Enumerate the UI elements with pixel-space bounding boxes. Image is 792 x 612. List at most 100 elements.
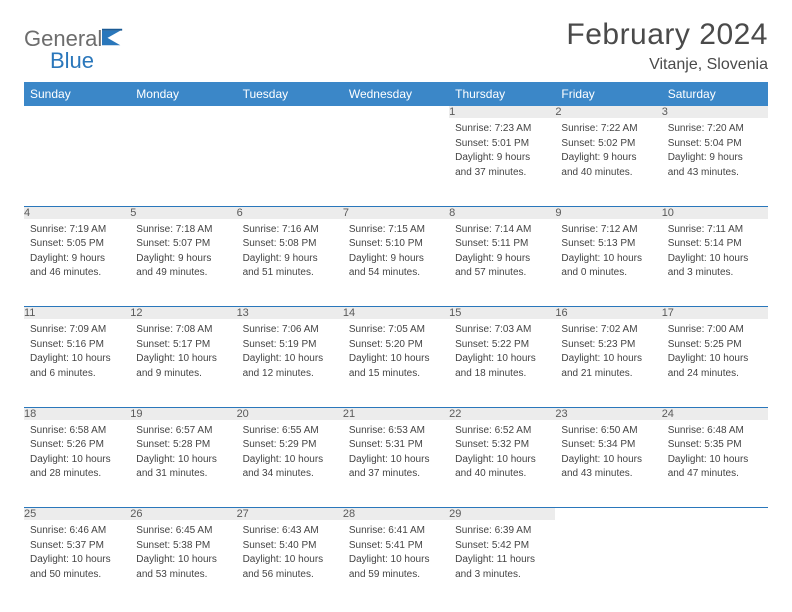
daylight-text: Daylight: 9 hours — [561, 151, 655, 165]
daylight-text: and 56 minutes. — [243, 568, 337, 582]
sunset-text: Sunset: 5:25 PM — [668, 338, 762, 352]
daylight-text: and 9 minutes. — [136, 367, 230, 381]
daylight-text: Daylight: 9 hours — [455, 252, 549, 266]
day-cell: Sunrise: 7:03 AMSunset: 5:22 PMDaylight:… — [449, 319, 555, 407]
daylight-text: Daylight: 10 hours — [136, 553, 230, 567]
daylight-text: and 3 minutes. — [455, 568, 549, 582]
daynum-row: 123 — [24, 106, 768, 118]
daylight-text: Daylight: 9 hours — [136, 252, 230, 266]
weekday-header: Monday — [130, 82, 236, 106]
sunset-text: Sunset: 5:42 PM — [455, 539, 549, 553]
daynum-row: 11121314151617 — [24, 307, 768, 320]
sunrise-text: Sunrise: 7:03 AM — [455, 323, 549, 337]
day-cell — [130, 118, 236, 206]
sunrise-text: Sunrise: 6:53 AM — [349, 424, 443, 438]
daylight-text: and 43 minutes. — [561, 467, 655, 481]
month-title: February 2024 — [566, 18, 768, 52]
sunset-text: Sunset: 5:32 PM — [455, 438, 549, 452]
day-number: 20 — [237, 407, 343, 420]
day-number: 7 — [343, 206, 449, 219]
day-number: 19 — [130, 407, 236, 420]
day-number: 2 — [555, 106, 661, 118]
weekday-header: Wednesday — [343, 82, 449, 106]
day-cell: Sunrise: 7:23 AMSunset: 5:01 PMDaylight:… — [449, 118, 555, 206]
daylight-text: Daylight: 9 hours — [243, 252, 337, 266]
day-cell: Sunrise: 6:43 AMSunset: 5:40 PMDaylight:… — [237, 520, 343, 608]
day-cell: Sunrise: 7:06 AMSunset: 5:19 PMDaylight:… — [237, 319, 343, 407]
day-cell: Sunrise: 7:09 AMSunset: 5:16 PMDaylight:… — [24, 319, 130, 407]
day-number: 26 — [130, 508, 236, 521]
sunset-text: Sunset: 5:31 PM — [349, 438, 443, 452]
day-cell: Sunrise: 6:48 AMSunset: 5:35 PMDaylight:… — [662, 420, 768, 508]
sunrise-text: Sunrise: 6:58 AM — [30, 424, 124, 438]
header: General Blue February 2024 Vitanje, Slov… — [24, 18, 768, 74]
day-number: 29 — [449, 508, 555, 521]
sunrise-text: Sunrise: 7:19 AM — [30, 223, 124, 237]
daylight-text: Daylight: 10 hours — [349, 352, 443, 366]
sunset-text: Sunset: 5:40 PM — [243, 539, 337, 553]
sunrise-text: Sunrise: 7:08 AM — [136, 323, 230, 337]
daylight-text: Daylight: 10 hours — [136, 352, 230, 366]
sunrise-text: Sunrise: 6:57 AM — [136, 424, 230, 438]
flag-icon — [102, 33, 124, 50]
daylight-text: and 51 minutes. — [243, 266, 337, 280]
daylight-text: Daylight: 9 hours — [30, 252, 124, 266]
sunset-text: Sunset: 5:10 PM — [349, 237, 443, 251]
day-number — [555, 508, 661, 521]
daylight-text: Daylight: 10 hours — [668, 352, 762, 366]
day-number: 23 — [555, 407, 661, 420]
sunset-text: Sunset: 5:38 PM — [136, 539, 230, 553]
day-number — [130, 106, 236, 118]
day-cell: Sunrise: 7:19 AMSunset: 5:05 PMDaylight:… — [24, 219, 130, 307]
week-row: Sunrise: 7:23 AMSunset: 5:01 PMDaylight:… — [24, 118, 768, 206]
daylight-text: Daylight: 10 hours — [136, 453, 230, 467]
daylight-text: and 50 minutes. — [30, 568, 124, 582]
daylight-text: Daylight: 10 hours — [243, 453, 337, 467]
daylight-text: and 15 minutes. — [349, 367, 443, 381]
daylight-text: Daylight: 10 hours — [349, 453, 443, 467]
day-cell — [555, 520, 661, 608]
sunrise-text: Sunrise: 6:46 AM — [30, 524, 124, 538]
daylight-text: and 31 minutes. — [136, 467, 230, 481]
day-number — [662, 508, 768, 521]
sunset-text: Sunset: 5:41 PM — [349, 539, 443, 553]
daylight-text: Daylight: 10 hours — [668, 453, 762, 467]
brand-blue: Blue — [50, 48, 124, 74]
day-number: 25 — [24, 508, 130, 521]
day-number: 5 — [130, 206, 236, 219]
daylight-text: and 37 minutes. — [455, 166, 549, 180]
sunset-text: Sunset: 5:22 PM — [455, 338, 549, 352]
sunrise-text: Sunrise: 7:20 AM — [668, 122, 762, 136]
sunset-text: Sunset: 5:37 PM — [30, 539, 124, 553]
sunrise-text: Sunrise: 7:14 AM — [455, 223, 549, 237]
day-number: 16 — [555, 307, 661, 320]
day-cell: Sunrise: 7:20 AMSunset: 5:04 PMDaylight:… — [662, 118, 768, 206]
day-number — [237, 106, 343, 118]
daylight-text: and 49 minutes. — [136, 266, 230, 280]
day-number: 3 — [662, 106, 768, 118]
sunrise-text: Sunrise: 7:22 AM — [561, 122, 655, 136]
day-number: 6 — [237, 206, 343, 219]
day-number: 1 — [449, 106, 555, 118]
daylight-text: and 24 minutes. — [668, 367, 762, 381]
sunrise-text: Sunrise: 6:41 AM — [349, 524, 443, 538]
daynum-row: 2526272829 — [24, 508, 768, 521]
daylight-text: and 47 minutes. — [668, 467, 762, 481]
day-cell: Sunrise: 6:58 AMSunset: 5:26 PMDaylight:… — [24, 420, 130, 508]
day-cell — [237, 118, 343, 206]
week-row: Sunrise: 7:09 AMSunset: 5:16 PMDaylight:… — [24, 319, 768, 407]
location: Vitanje, Slovenia — [566, 56, 768, 74]
day-number: 13 — [237, 307, 343, 320]
day-number: 21 — [343, 407, 449, 420]
day-number: 17 — [662, 307, 768, 320]
daylight-text: Daylight: 10 hours — [30, 553, 124, 567]
sunset-text: Sunset: 5:28 PM — [136, 438, 230, 452]
daylight-text: Daylight: 10 hours — [561, 252, 655, 266]
daynum-row: 18192021222324 — [24, 407, 768, 420]
title-block: February 2024 Vitanje, Slovenia — [566, 18, 768, 74]
sunrise-text: Sunrise: 7:18 AM — [136, 223, 230, 237]
sunset-text: Sunset: 5:14 PM — [668, 237, 762, 251]
daylight-text: Daylight: 10 hours — [668, 252, 762, 266]
daylight-text: and 57 minutes. — [455, 266, 549, 280]
day-number: 10 — [662, 206, 768, 219]
